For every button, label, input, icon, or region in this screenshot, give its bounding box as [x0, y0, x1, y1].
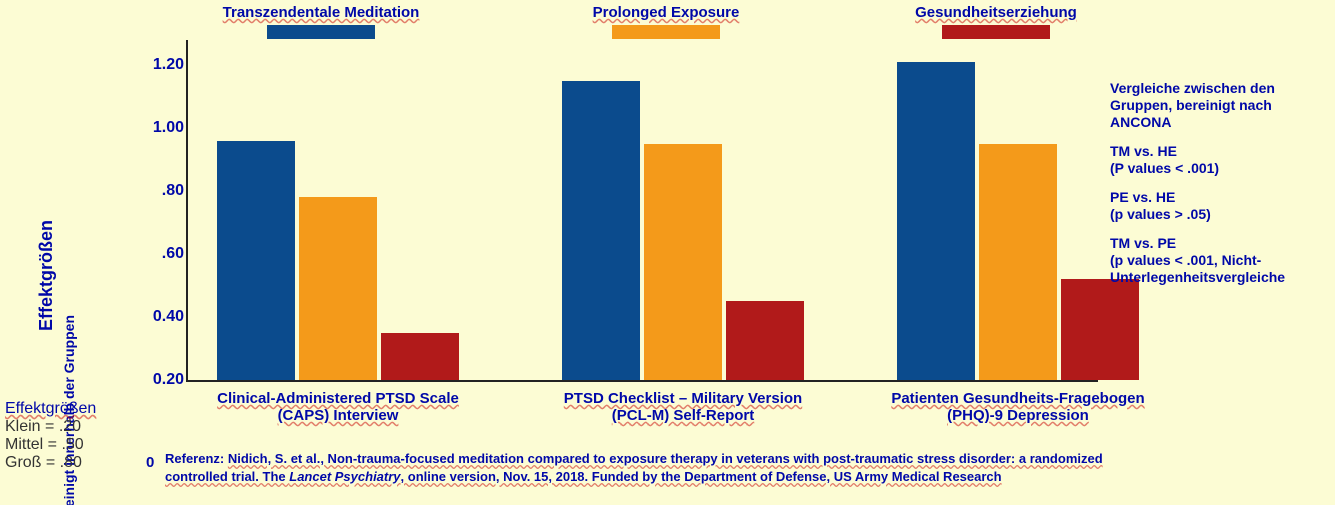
y-tick-label: 0.20: [153, 371, 188, 389]
legend-swatch-tm: [267, 25, 375, 39]
category-label: PTSD Checklist – Military Version(PCL-M)…: [523, 390, 843, 424]
y-tick-label: 0.40: [153, 308, 188, 326]
legend-item-pe: Prolonged Exposure: [556, 4, 776, 44]
bar-pe: [979, 144, 1057, 380]
y-tick-label: .80: [162, 182, 188, 200]
chart-page: 0.20 0.40 .60 .80 1.00 1.20 Clinical-Administe…: [0, 0, 1335, 505]
bar-he: [726, 301, 804, 380]
bar-tm: [217, 141, 295, 380]
y-tick-label: 1.20: [153, 56, 188, 74]
effect-size-legend: EffektgrößenKlein = .20Mittel = .50Groß …: [5, 400, 96, 472]
y-zero-label: 0: [146, 454, 154, 471]
effect-size-legend-line: Groß = .80: [5, 454, 96, 472]
bar-pe: [644, 144, 722, 380]
side-note: PE vs. HE(p values > .05): [1110, 189, 1325, 223]
plot-area: 0.200.40.60.801.001.20Clinical-Administe…: [186, 40, 1098, 382]
legend-label-tm: Transzendentale Meditation: [211, 4, 431, 21]
effect-size-legend-title: Effektgrößen: [5, 400, 96, 418]
legend-item-tm: Transzendentale Meditation: [211, 4, 431, 44]
y-tick-label: .60: [162, 245, 188, 263]
side-note: TM vs. HE(P values < .001): [1110, 143, 1325, 177]
bar-tm: [897, 62, 975, 380]
effect-size-legend-line: Klein = .20: [5, 418, 96, 436]
reference-note: Referenz: Nidich, S. et al., Non-trauma-…: [165, 450, 1270, 486]
bar-he: [1061, 279, 1139, 380]
side-note: Vergleiche zwischen denGruppen, bereinig…: [1110, 80, 1325, 131]
legend-swatch-he: [942, 25, 1050, 39]
legend-item-he: Gesundheitserziehung: [886, 4, 1106, 44]
legend-swatch-pe: [612, 25, 720, 39]
effect-size-legend-line: Mittel = .50: [5, 436, 96, 454]
y-tick-label: 1.00: [153, 119, 188, 137]
legend-label-he: Gesundheitserziehung: [886, 4, 1106, 21]
category-label: Clinical-Administered PTSD Scale(CAPS) I…: [178, 390, 498, 424]
y-axis-title-main: Effektgrößen: [36, 220, 57, 331]
bar-he: [381, 333, 459, 380]
bar-pe: [299, 197, 377, 380]
category-label: Patienten Gesundheits-Fragebogen(PHQ)-9 …: [858, 390, 1178, 424]
legend-label-pe: Prolonged Exposure: [556, 4, 776, 21]
bar-tm: [562, 81, 640, 380]
side-note: TM vs. PE(p values < .001, Nicht-Unterle…: [1110, 235, 1325, 286]
